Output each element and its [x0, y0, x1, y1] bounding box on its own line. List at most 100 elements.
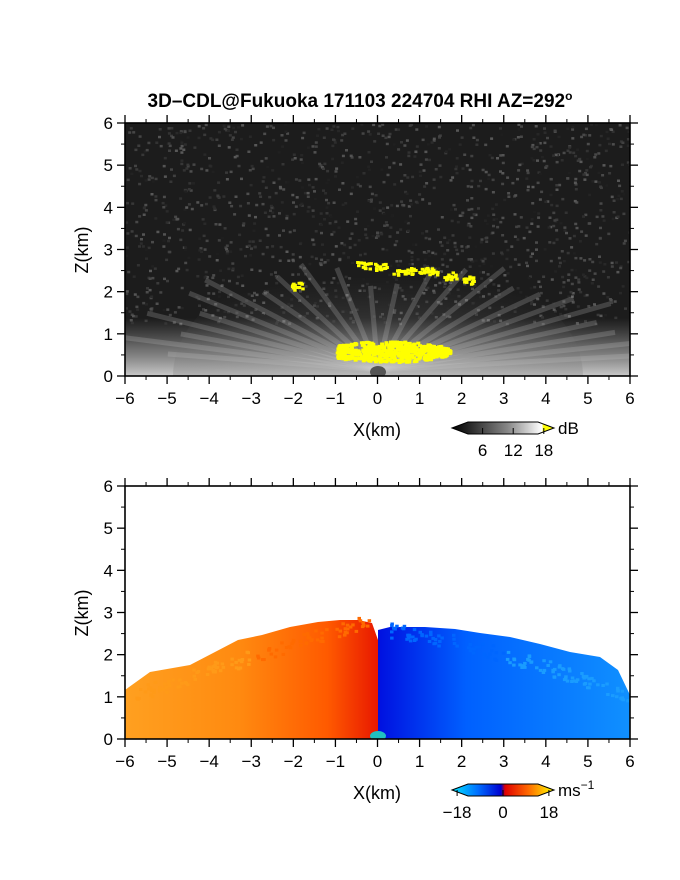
saturated-pixel [410, 273, 414, 276]
saturated-pixel [344, 355, 349, 359]
noise-pixel [439, 175, 443, 179]
noise-pixel [197, 136, 201, 140]
velocity-pixel [437, 644, 441, 648]
noise-pixel [365, 236, 369, 240]
noise-pixel [533, 210, 537, 214]
noise-pixel [513, 213, 517, 216]
noise-pixel [183, 188, 187, 192]
noise-pixel [480, 258, 484, 262]
noise-pixel [252, 229, 256, 233]
colorbar-tick-label: 18 [534, 441, 553, 460]
noise-pixel [300, 154, 304, 157]
saturated-pixel [369, 341, 374, 345]
saturated-pixel [374, 359, 379, 363]
noise-pixel [539, 149, 543, 152]
noise-pixel [610, 128, 614, 131]
noise-pixel [593, 156, 597, 159]
noise-pixel [500, 252, 504, 256]
x-tick-label: −1 [326, 389, 345, 408]
x-tick-label: 2 [457, 752, 466, 771]
velocity-pixel [527, 658, 531, 662]
noise-pixel [583, 294, 587, 298]
noise-pixel [385, 156, 388, 159]
saturated-pixel [358, 353, 363, 357]
saturated-pixel [468, 277, 472, 281]
noise-pixel [530, 218, 534, 221]
velocity-pixel [298, 639, 303, 643]
velocity-pixel [588, 682, 592, 686]
noise-pixel [566, 251, 570, 255]
saturated-pixel [374, 351, 379, 354]
saturated-pixel [392, 272, 396, 276]
saturated-pixel [370, 351, 375, 355]
saturated-pixel [469, 282, 474, 286]
noise-pixel [212, 292, 216, 295]
noise-pixel [574, 269, 578, 272]
noise-pixel [606, 296, 610, 299]
saturated-pixel [426, 349, 431, 353]
saturated-pixel [410, 354, 415, 358]
noise-pixel [576, 305, 580, 308]
noise-pixel [187, 256, 191, 260]
noise-pixel [155, 141, 159, 144]
noise-pixel [503, 198, 507, 202]
noise-pixel [450, 219, 454, 223]
noise-pixel [217, 181, 221, 184]
x-tick-label: 6 [625, 389, 634, 408]
noise-pixel [495, 217, 498, 221]
noise-pixel [190, 207, 194, 211]
noise-pixel [602, 270, 606, 273]
noise-pixel [550, 278, 554, 281]
saturated-pixel [345, 344, 350, 347]
noise-pixel [301, 136, 305, 140]
noise-pixel [460, 136, 464, 139]
saturated-pixel [397, 354, 402, 358]
noise-pixel [501, 161, 505, 165]
noise-pixel [376, 231, 379, 234]
velocity-pixel [150, 695, 155, 699]
velocity-pixel [230, 657, 234, 661]
velocity-pixel [584, 675, 588, 679]
saturated-pixel [443, 276, 447, 280]
noise-pixel [215, 252, 219, 256]
noise-pixel [588, 134, 592, 137]
noise-pixel [231, 262, 235, 265]
noise-pixel [468, 236, 472, 239]
saturated-pixel [446, 349, 451, 352]
noise-pixel [484, 143, 488, 147]
noise-pixel [167, 142, 171, 145]
saturated-pixel [409, 269, 413, 273]
noise-pixel [385, 248, 389, 252]
noise-pixel [526, 169, 530, 172]
noise-pixel [482, 262, 486, 266]
noise-pixel [325, 198, 328, 202]
noise-pixel [526, 188, 530, 192]
velocity-pixel [482, 652, 487, 656]
saturated-pixel [445, 276, 450, 280]
x-tick-label: 5 [583, 389, 592, 408]
noise-pixel [557, 256, 561, 260]
noise-pixel [164, 204, 168, 207]
noise-pixel [172, 218, 176, 222]
x-tick-label: −3 [242, 752, 261, 771]
noise-pixel [381, 207, 385, 210]
noise-pixel [280, 134, 284, 137]
noise-pixel [132, 235, 136, 238]
noise-pixel [229, 170, 233, 174]
noise-pixel [606, 276, 610, 279]
noise-pixel [599, 186, 603, 190]
velocity-pixel [195, 671, 199, 675]
noise-pixel [407, 154, 411, 158]
noise-pixel [579, 290, 583, 294]
colorbar-tick-label: −18 [443, 803, 472, 822]
noise-pixel [397, 148, 401, 151]
noise-pixel [528, 230, 532, 234]
noise-pixel [626, 144, 630, 147]
noise-pixel [477, 184, 481, 188]
noise-pixel [308, 183, 311, 187]
saturated-pixel [374, 348, 379, 352]
velocity-pixel [186, 683, 190, 687]
saturated-pixel [341, 357, 346, 361]
noise-pixel [596, 313, 600, 317]
noise-pixel [261, 252, 265, 256]
